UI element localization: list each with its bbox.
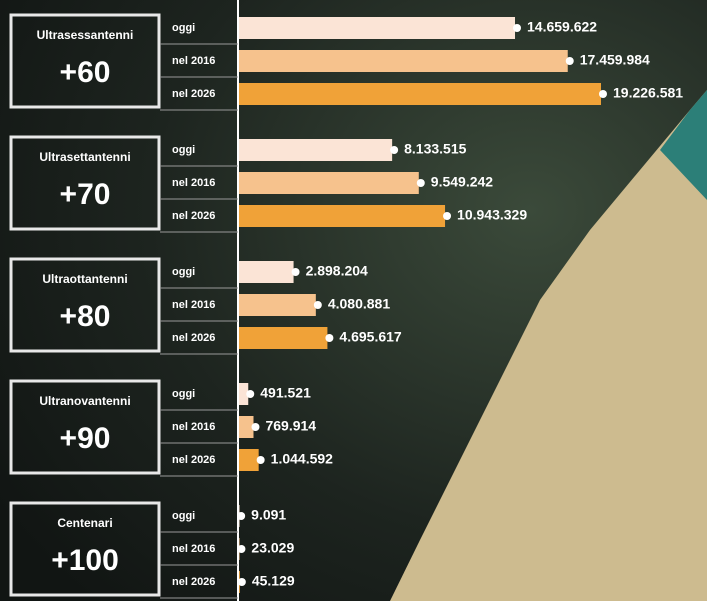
value-label: 769.914	[265, 418, 316, 434]
group-age: +100	[51, 544, 119, 577]
bar-end-marker	[416, 179, 425, 187]
series-name: oggi	[172, 266, 195, 278]
bar-end-marker	[237, 545, 246, 553]
series-name: nel 2026	[172, 454, 215, 466]
bar-end-marker	[313, 301, 322, 309]
bar	[239, 327, 328, 349]
bar-end-marker	[256, 456, 265, 464]
bar-end-marker	[325, 334, 334, 342]
series-name: oggi	[172, 144, 195, 156]
photo-figure	[390, 90, 707, 601]
bar	[239, 17, 516, 39]
value-label: 4.080.881	[328, 296, 390, 312]
group-box	[9, 379, 161, 475]
bar-end-marker	[291, 268, 300, 276]
bar	[239, 139, 393, 161]
group-age: +70	[60, 178, 111, 211]
group-box	[9, 501, 161, 597]
value-label: 2.898.204	[306, 263, 368, 279]
value-label: 10.943.329	[457, 207, 527, 223]
series-name: nel 2016	[172, 55, 215, 67]
series-name: nel 2016	[172, 543, 215, 555]
bar	[239, 172, 419, 194]
value-label: 23.029	[251, 540, 294, 556]
value-label: 491.521	[260, 385, 311, 401]
group-box	[9, 135, 161, 231]
value-label: 4.695.617	[339, 329, 401, 345]
group-age: +80	[60, 300, 111, 333]
bar-end-marker	[237, 512, 246, 520]
group-name: Ultrasettantenni	[39, 150, 130, 164]
value-label: 9.549.242	[431, 174, 493, 190]
value-label: 1.044.592	[271, 451, 333, 467]
value-label: 45.129	[252, 573, 295, 589]
series-name: nel 2016	[172, 299, 215, 311]
series-name: nel 2026	[172, 576, 215, 588]
value-label: 19.226.581	[613, 85, 683, 101]
value-label: 17.459.984	[580, 52, 650, 68]
group-name: Ultrasessantenni	[37, 28, 134, 42]
series-name: nel 2016	[172, 177, 215, 189]
value-label: 8.133.515	[404, 141, 466, 157]
bar	[239, 383, 249, 405]
bar	[239, 83, 601, 105]
group-age: +60	[60, 56, 111, 89]
bar-end-marker	[513, 24, 522, 32]
bar	[239, 205, 446, 227]
bar	[239, 50, 568, 72]
bar	[239, 449, 259, 471]
group-name: Ultranovantenni	[39, 394, 130, 408]
value-label: 9.091	[251, 507, 286, 523]
series-name: oggi	[172, 388, 195, 400]
bar-end-marker	[237, 578, 246, 586]
bar-end-marker	[251, 423, 260, 431]
group-box	[9, 13, 161, 109]
group-age: +90	[60, 422, 111, 455]
group-box	[9, 257, 161, 353]
series-name: oggi	[172, 22, 195, 34]
bar-end-marker	[390, 146, 399, 154]
group-name: Centenari	[57, 516, 112, 530]
bar-end-marker	[599, 90, 607, 98]
series-name: oggi	[172, 510, 195, 522]
bar-end-marker	[565, 57, 574, 65]
bar	[239, 261, 294, 283]
bar-end-marker	[443, 212, 452, 220]
series-name: nel 2016	[172, 421, 215, 433]
group-name: Ultraottantenni	[42, 272, 127, 286]
series-name: nel 2026	[172, 88, 215, 100]
value-label: 14.659.622	[527, 19, 597, 35]
series-name: nel 2026	[172, 210, 215, 222]
bar-end-marker	[246, 390, 255, 398]
bar	[239, 294, 316, 316]
series-name: nel 2026	[172, 332, 215, 344]
bar	[239, 416, 254, 438]
photo-shirt	[660, 90, 707, 200]
